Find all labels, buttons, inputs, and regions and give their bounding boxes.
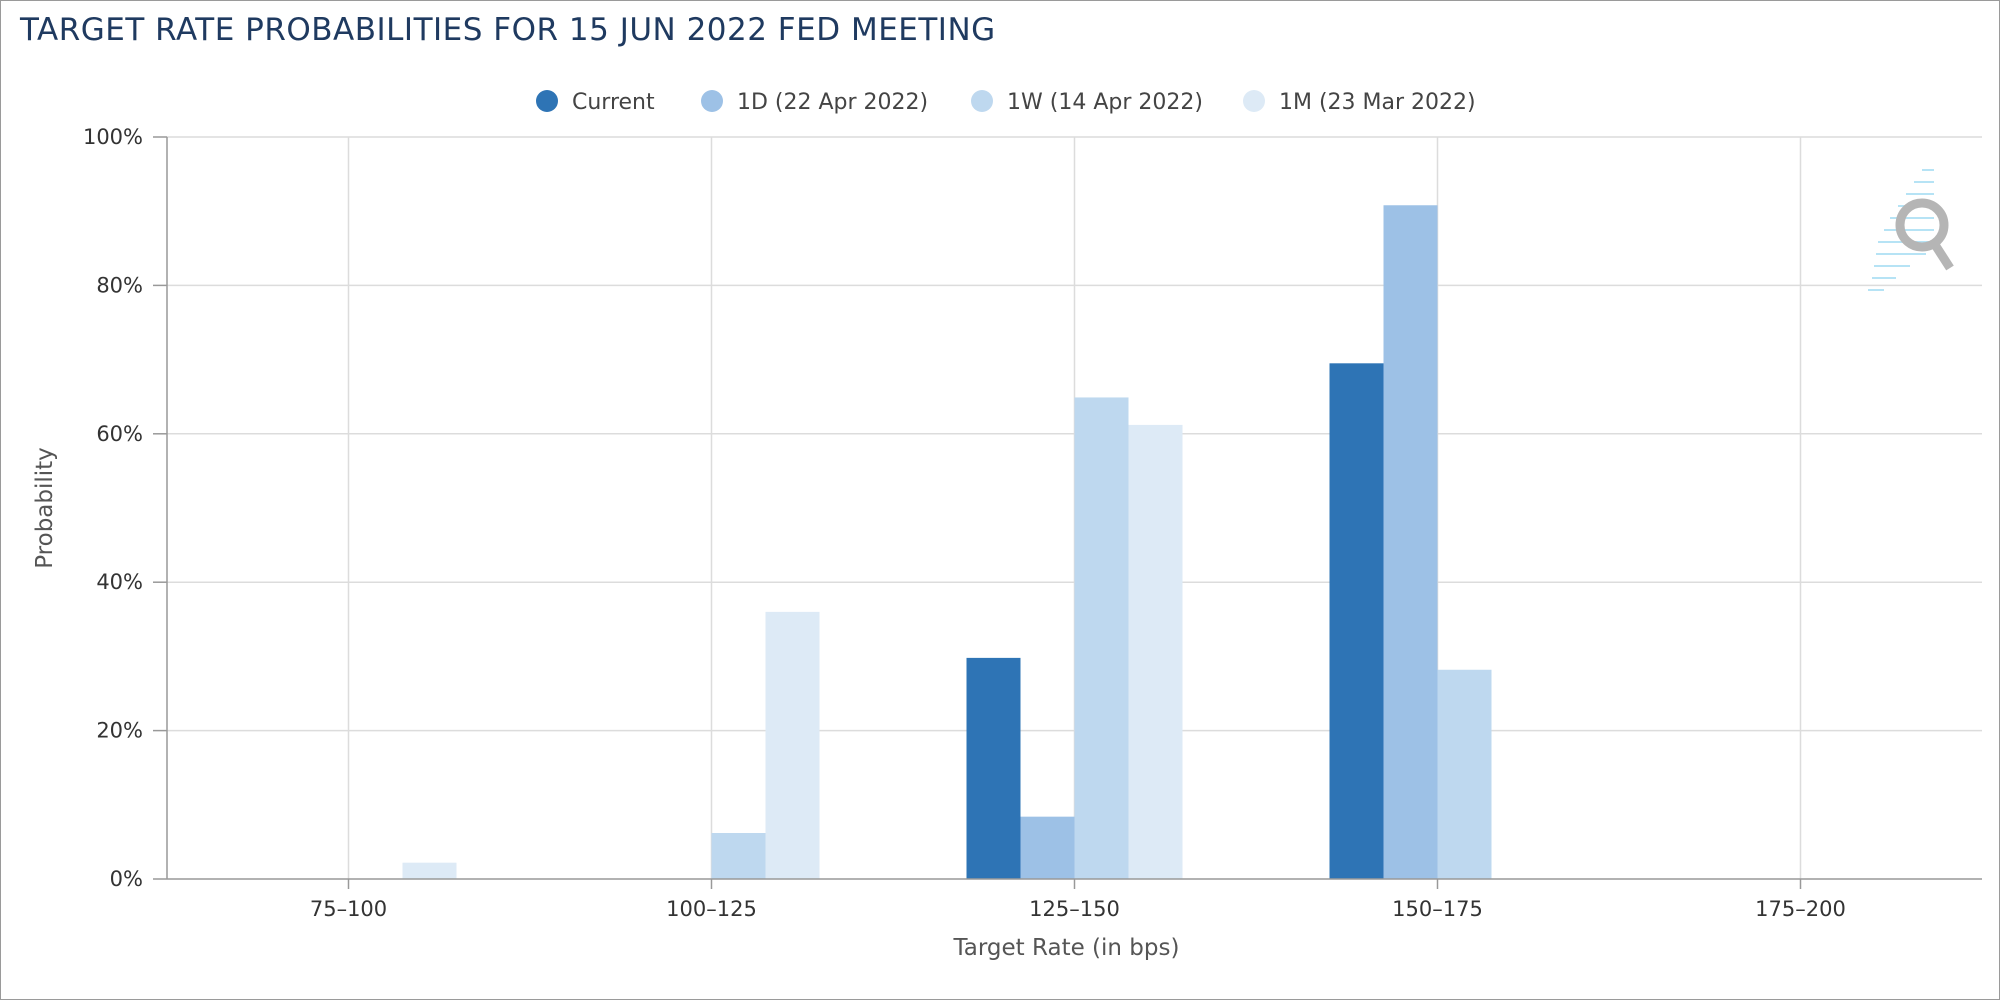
bar-2-150-175[interactable] xyxy=(1383,205,1438,879)
watermark-logo xyxy=(1868,169,1954,291)
x-tick-label: 100–125 xyxy=(666,897,757,921)
bar-1-125-150[interactable] xyxy=(966,657,1021,879)
legend-label: Current xyxy=(572,90,655,115)
bar-4-100-125[interactable] xyxy=(765,611,820,879)
legend-label: 1D (22 Apr 2022) xyxy=(737,90,928,115)
x-axis-title: Target Rate (in bps) xyxy=(953,935,1180,961)
x-tick-label: 125–150 xyxy=(1029,897,1120,921)
bar-3-150-175[interactable] xyxy=(1437,669,1492,879)
legend-item[interactable]: 1M (23 Mar 2022) xyxy=(1243,90,1476,115)
y-tick-label: 80% xyxy=(96,273,143,297)
legend-swatch xyxy=(1243,90,1265,112)
y-tick-label: 20% xyxy=(96,719,143,743)
y-tick-label: 0% xyxy=(110,867,143,891)
legend[interactable]: Current 1D (22 Apr 2022) 1W (14 Apr 2022) 1… xyxy=(536,90,1476,115)
chart-title: TARGET RATE PROBABILITIES FOR 15 JUN 202… xyxy=(20,12,996,48)
bar-3-100-125[interactable] xyxy=(711,832,766,879)
legend-item[interactable]: 1D (22 Apr 2022) xyxy=(701,90,928,115)
legend-swatch xyxy=(536,90,558,112)
bar-1-150-175[interactable] xyxy=(1329,363,1384,879)
x-tick-label: 75–100 xyxy=(310,897,387,921)
x-tick-label: 150–175 xyxy=(1392,897,1483,921)
bars xyxy=(402,205,1492,879)
bar-3-125-150[interactable] xyxy=(1074,397,1129,879)
y-tick-label: 40% xyxy=(96,570,143,594)
legend-label: 1M (23 Mar 2022) xyxy=(1279,90,1476,115)
y-tick-label: 100% xyxy=(83,125,143,149)
axes: 0% 20% 40% 60% 80% 100% 75–100 100–125 125–150 15… xyxy=(32,125,1982,961)
legend-swatch xyxy=(971,90,993,112)
legend-item[interactable]: 1W (14 Apr 2022) xyxy=(971,90,1203,115)
y-tick-label: 60% xyxy=(96,422,143,446)
legend-item[interactable]: Current xyxy=(536,90,655,115)
bar-2-125-150[interactable] xyxy=(1020,816,1075,879)
bar-4-75-100[interactable] xyxy=(402,862,457,879)
legend-swatch xyxy=(701,90,723,112)
legend-label: 1W (14 Apr 2022) xyxy=(1007,90,1203,115)
bar-4-125-150[interactable] xyxy=(1128,424,1183,879)
y-axis-title: Probability xyxy=(32,447,58,569)
x-tick-label: 175–200 xyxy=(1755,897,1846,921)
